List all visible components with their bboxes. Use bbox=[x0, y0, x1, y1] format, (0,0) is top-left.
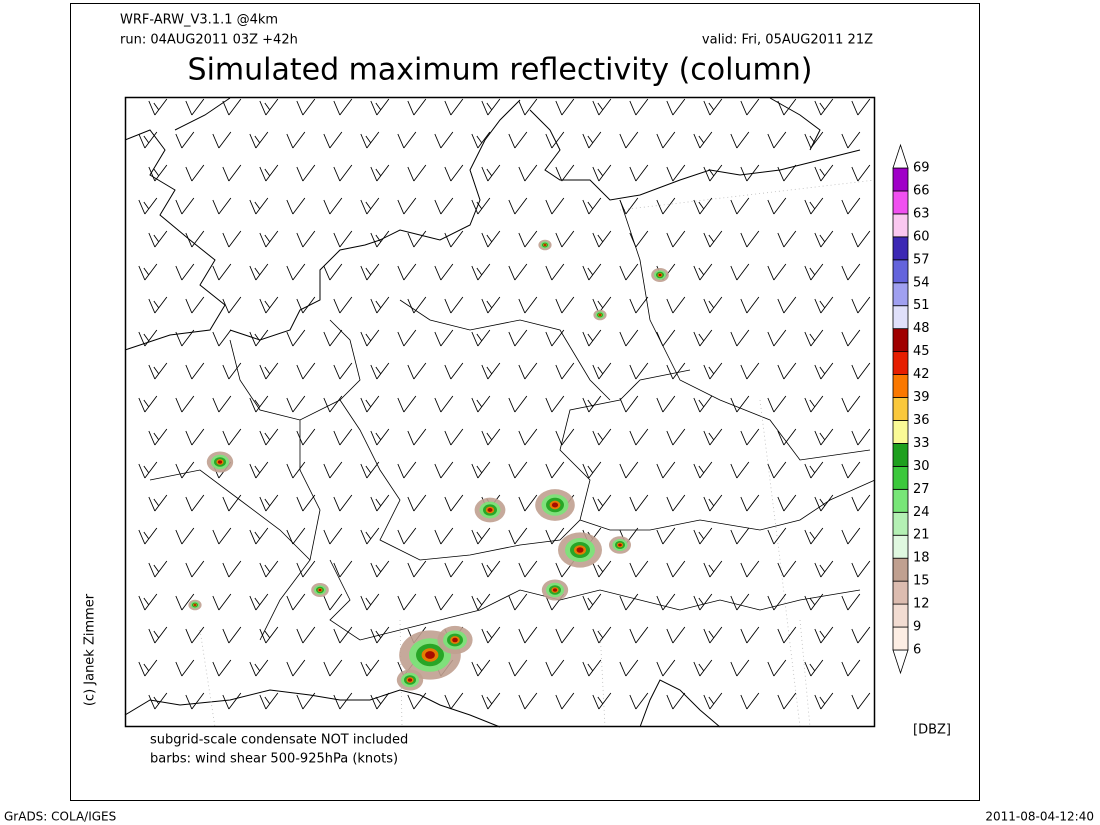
colorbar-label: 60 bbox=[913, 229, 930, 244]
borders bbox=[149, 199, 876, 641]
colorbar-box bbox=[892, 443, 909, 467]
colorbar-box bbox=[892, 328, 909, 353]
colorbar-label: 21 bbox=[913, 528, 930, 543]
reflectivity-cell bbox=[487, 508, 493, 512]
colorbar-label: 39 bbox=[913, 390, 930, 405]
colorbar-box bbox=[892, 351, 909, 375]
map-background bbox=[125, 97, 875, 727]
footer-left: GrADS: COLA/IGES bbox=[4, 810, 116, 824]
border bbox=[339, 369, 691, 561]
colorbar-label: 69 bbox=[913, 161, 930, 176]
reflectivity-cell bbox=[425, 651, 435, 659]
colorbar-label: 42 bbox=[913, 367, 930, 382]
coastline bbox=[769, 97, 821, 151]
colorbar-box bbox=[892, 397, 909, 421]
footer-right: 2011-08-04-12:40 bbox=[985, 810, 1094, 824]
colorbar-box bbox=[892, 603, 909, 628]
colorbar-label: 18 bbox=[913, 551, 930, 566]
reflectivity-cell bbox=[318, 588, 322, 592]
border bbox=[259, 420, 321, 641]
border bbox=[619, 199, 871, 461]
reflectivity-cell bbox=[543, 244, 547, 246]
reflectivity-cell bbox=[193, 604, 197, 606]
colorbar-box bbox=[892, 236, 909, 261]
colorbar-box bbox=[892, 259, 909, 284]
colorbar-box bbox=[892, 557, 909, 582]
reflectivity-cell bbox=[407, 678, 413, 682]
colorbar-label: 66 bbox=[913, 183, 930, 198]
colorbar-box bbox=[892, 580, 909, 605]
reflectivity bbox=[188, 239, 669, 691]
credit: (c) Janek Zimmer bbox=[83, 593, 98, 706]
reflectivity-cell bbox=[217, 460, 223, 464]
title: Simulated maximum reflectivity (column) bbox=[188, 53, 813, 88]
reflectivity-cell bbox=[551, 502, 559, 508]
colorbar-label: 33 bbox=[913, 436, 930, 451]
coastline bbox=[529, 109, 861, 201]
colorbar-box bbox=[892, 374, 909, 398]
colorbar-label: 36 bbox=[913, 413, 930, 428]
reflectivity-cell bbox=[658, 273, 662, 277]
model-label: WRF-ARW_V3.1.1 @4km bbox=[120, 13, 278, 28]
border bbox=[579, 479, 876, 531]
reflectivity-cell bbox=[576, 547, 584, 553]
graticule-line bbox=[199, 179, 876, 728]
reflectivity-cell bbox=[618, 543, 622, 547]
reflectivity-cell bbox=[552, 588, 558, 592]
colorbar-label: 15 bbox=[913, 574, 930, 589]
border bbox=[149, 469, 311, 561]
coastline bbox=[229, 99, 521, 341]
coastline bbox=[639, 679, 721, 728]
reflectivity-cell bbox=[452, 637, 458, 643]
colorbar-box bbox=[892, 511, 909, 536]
colorbar-box bbox=[892, 167, 909, 192]
colorbar-triangle bbox=[892, 143, 909, 169]
coastline bbox=[124, 689, 501, 728]
border bbox=[329, 559, 861, 641]
colorbar-label: 63 bbox=[913, 206, 930, 221]
map-frame bbox=[124, 96, 876, 728]
graticule bbox=[199, 179, 876, 728]
colorbar-label: 12 bbox=[913, 597, 930, 612]
coastline bbox=[174, 97, 231, 131]
note: subgrid-scale condensate NOT included bbox=[150, 733, 408, 748]
colorbar-label: 27 bbox=[913, 482, 930, 497]
reflectivity-cell bbox=[598, 314, 602, 316]
colorbar-box bbox=[892, 488, 909, 513]
colorbar: 6912151821242730333639424548515457606366… bbox=[892, 143, 930, 675]
colorbar-label: 48 bbox=[913, 321, 930, 336]
border bbox=[229, 319, 361, 421]
run-label: run: 04AUG2011 03Z +42h bbox=[120, 33, 298, 48]
map bbox=[124, 96, 876, 728]
colorbar-label: 45 bbox=[913, 344, 930, 359]
colorbar-box bbox=[892, 282, 909, 307]
colorbar-label: 6 bbox=[913, 643, 921, 658]
colorbar-box bbox=[892, 305, 909, 330]
colorbar-label: 57 bbox=[913, 252, 930, 267]
colorbar-box bbox=[892, 213, 909, 238]
colorbar-box bbox=[892, 420, 909, 444]
colorbar-label: 51 bbox=[913, 298, 930, 313]
colorbar-box bbox=[892, 465, 909, 490]
colorbar-label: 30 bbox=[913, 459, 930, 474]
valid-label: valid: Fri, 05AUG2011 21Z bbox=[702, 33, 873, 48]
colorbar-label: 24 bbox=[913, 505, 930, 520]
outer-frame bbox=[70, 3, 980, 801]
note: barbs: wind shear 500-925hPa (knots) bbox=[150, 752, 398, 767]
colorbar-box bbox=[892, 534, 909, 559]
colorbar-label: 9 bbox=[913, 620, 921, 635]
wind-barbs bbox=[138, 98, 871, 710]
border bbox=[399, 299, 611, 401]
colorbar-box bbox=[892, 626, 909, 651]
colorbar-unit: [DBZ] bbox=[913, 723, 951, 738]
colorbar-box bbox=[892, 190, 909, 215]
colorbar-label: 54 bbox=[913, 275, 930, 290]
